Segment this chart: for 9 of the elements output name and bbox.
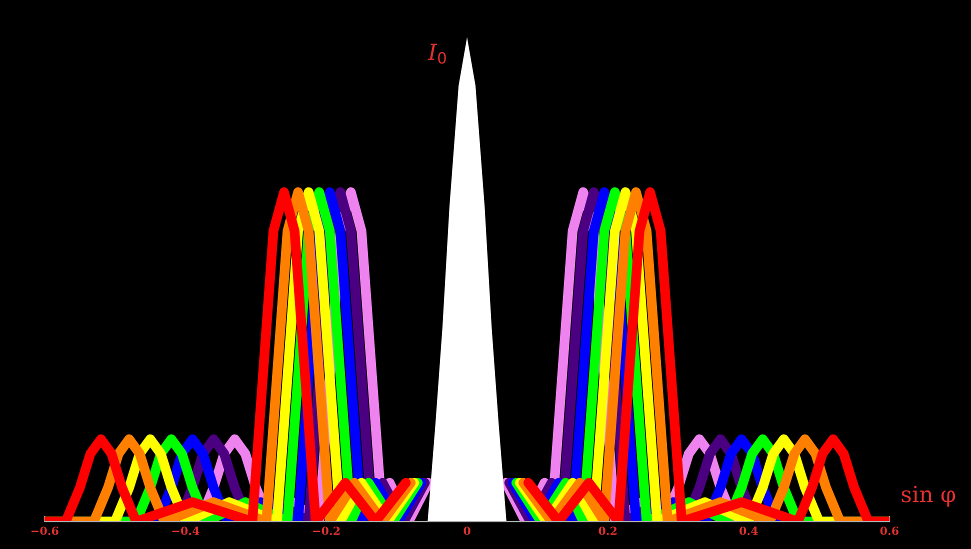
x-axis-title: sin φ — [902, 486, 956, 507]
annotation: I$_{0}$ — [428, 44, 446, 64]
x-tick-label: 0.4 — [739, 526, 758, 536]
x-tick-label: −0.2 — [313, 526, 340, 536]
x-tick-label: −0.6 — [32, 526, 58, 536]
x-tick-label: −0.4 — [172, 526, 200, 536]
x-tick-label: 0 — [464, 526, 470, 536]
x-tick-label: 0.6 — [880, 526, 899, 536]
x-tick-label: 0.2 — [598, 526, 617, 536]
